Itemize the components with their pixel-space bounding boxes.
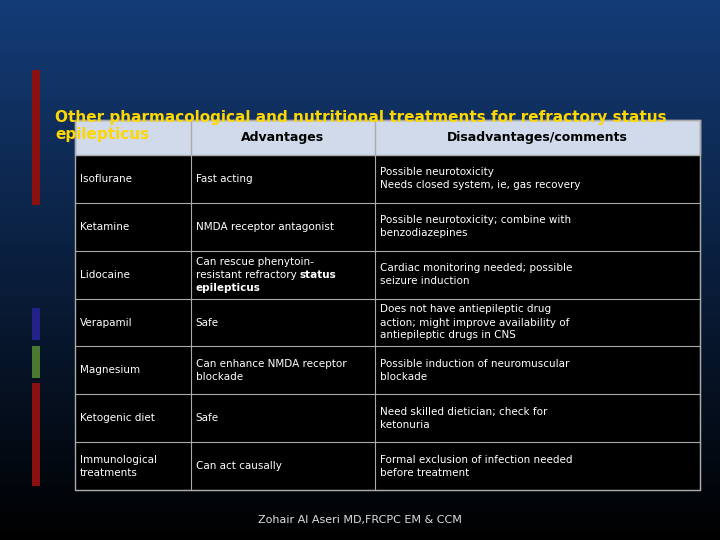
Text: Lidocaine: Lidocaine xyxy=(80,269,130,280)
Text: Other pharmacological and nutritional treatments for refractory status
epileptic: Other pharmacological and nutritional tr… xyxy=(55,110,667,143)
Text: resistant refractory: resistant refractory xyxy=(196,269,300,280)
Text: Ketamine: Ketamine xyxy=(80,222,130,232)
Text: antiepileptic drugs in CNS: antiepileptic drugs in CNS xyxy=(380,330,516,341)
Bar xyxy=(75,347,700,394)
Text: epilepticus: epilepticus xyxy=(196,282,261,293)
Text: Safe: Safe xyxy=(196,413,219,423)
Bar xyxy=(75,120,700,490)
Bar xyxy=(75,442,700,490)
Text: Safe: Safe xyxy=(196,318,219,327)
Text: Advantages: Advantages xyxy=(241,131,325,144)
Text: Need skilled dietician; check for: Need skilled dietician; check for xyxy=(380,407,547,417)
Text: seizure induction: seizure induction xyxy=(380,276,469,286)
Text: Magnesium: Magnesium xyxy=(80,366,140,375)
Text: Verapamil: Verapamil xyxy=(80,318,132,327)
Text: Zohair Al Aseri MD,FRCPC EM & CCM: Zohair Al Aseri MD,FRCPC EM & CCM xyxy=(258,515,462,525)
Text: ketonuria: ketonuria xyxy=(380,420,430,430)
Text: blockade: blockade xyxy=(196,372,243,382)
Bar xyxy=(75,120,700,155)
Text: Isoflurane: Isoflurane xyxy=(80,174,132,184)
Text: Disadvantages/comments: Disadvantages/comments xyxy=(447,131,628,144)
Text: action; might improve availability of: action; might improve availability of xyxy=(380,318,570,327)
Bar xyxy=(75,251,700,299)
Text: status: status xyxy=(300,269,336,280)
Text: NMDA receptor antagonist: NMDA receptor antagonist xyxy=(196,222,333,232)
Text: benzodiazepines: benzodiazepines xyxy=(380,228,467,238)
Bar xyxy=(32,383,40,486)
Text: Does not have antiepileptic drug: Does not have antiepileptic drug xyxy=(380,305,551,314)
Text: Can act causally: Can act causally xyxy=(196,461,282,471)
Bar xyxy=(32,308,40,340)
Bar xyxy=(75,203,700,251)
Text: Formal exclusion of infection needed: Formal exclusion of infection needed xyxy=(380,455,572,464)
Bar xyxy=(32,70,40,205)
Text: Possible neurotoxicity; combine with: Possible neurotoxicity; combine with xyxy=(380,215,571,225)
Text: Fast acting: Fast acting xyxy=(196,174,252,184)
Text: Cardiac monitoring needed; possible: Cardiac monitoring needed; possible xyxy=(380,263,572,273)
Text: before treatment: before treatment xyxy=(380,468,469,477)
Bar xyxy=(32,346,40,378)
Bar xyxy=(75,299,700,347)
Text: Ketogenic diet: Ketogenic diet xyxy=(80,413,155,423)
Text: Can enhance NMDA receptor: Can enhance NMDA receptor xyxy=(196,359,346,369)
Bar xyxy=(75,394,700,442)
Bar xyxy=(75,155,700,203)
Text: Immunological: Immunological xyxy=(80,455,157,464)
Text: Needs closed system, ie, gas recovery: Needs closed system, ie, gas recovery xyxy=(380,180,580,191)
Text: Possible neurotoxicity: Possible neurotoxicity xyxy=(380,167,494,178)
Text: Can rescue phenytoin-: Can rescue phenytoin- xyxy=(196,256,313,267)
Text: treatments: treatments xyxy=(80,468,138,477)
Text: blockade: blockade xyxy=(380,372,427,382)
Text: Possible induction of neuromuscular: Possible induction of neuromuscular xyxy=(380,359,570,369)
